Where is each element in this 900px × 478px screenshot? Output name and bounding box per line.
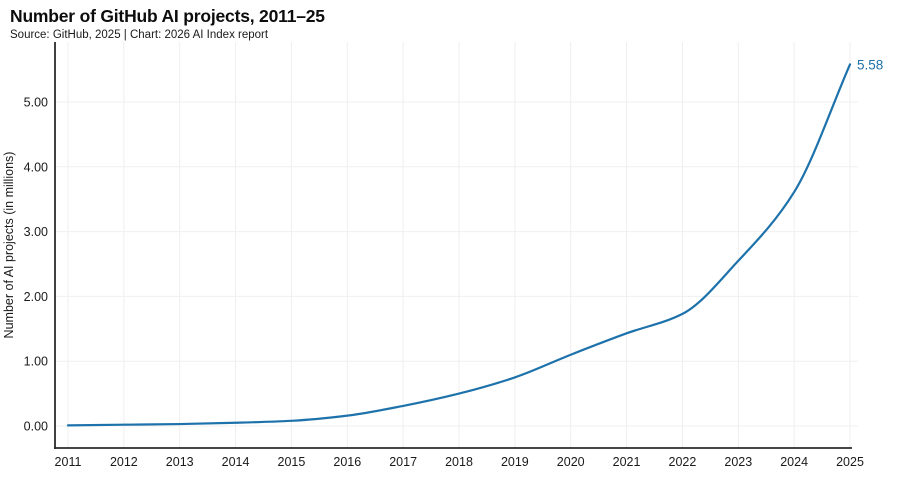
x-tick-label: 2023 — [724, 455, 752, 469]
y-tick-label: 3.00 — [24, 225, 48, 239]
y-tick-label: 5.00 — [24, 96, 48, 110]
end-value-label: 5.58 — [857, 57, 884, 73]
chart-subtitle: Source: GitHub, 2025 | Chart: 2026 AI In… — [10, 29, 269, 41]
data-line-series — [66, 63, 852, 427]
x-tick-label: 2013 — [166, 455, 194, 469]
x-tick-label: 2012 — [110, 455, 138, 469]
x-tick-label: 2014 — [222, 455, 250, 469]
x-tick-label: 2015 — [278, 455, 306, 469]
x-tick-label: 2017 — [389, 455, 417, 469]
y-tick-label: 0.00 — [24, 420, 48, 434]
x-tick-label: 2011 — [55, 455, 82, 469]
x-tick-label: 2021 — [613, 455, 641, 469]
x-tick-label: 2024 — [780, 455, 808, 469]
x-tick-label: 2020 — [557, 455, 585, 469]
y-tick-label: 2.00 — [24, 290, 48, 304]
x-tick-label: 2025 — [836, 455, 864, 469]
x-tick-label: 2022 — [669, 455, 697, 469]
x-tick-label: 2018 — [445, 455, 473, 469]
chart-title: Number of GitHub AI projects, 2011–25 — [10, 6, 325, 26]
x-tick-label: 2019 — [501, 455, 529, 469]
y-tick-label: 4.00 — [24, 160, 48, 174]
y-tick-label: 1.00 — [24, 355, 48, 369]
x-tick-label: 2016 — [333, 455, 361, 469]
